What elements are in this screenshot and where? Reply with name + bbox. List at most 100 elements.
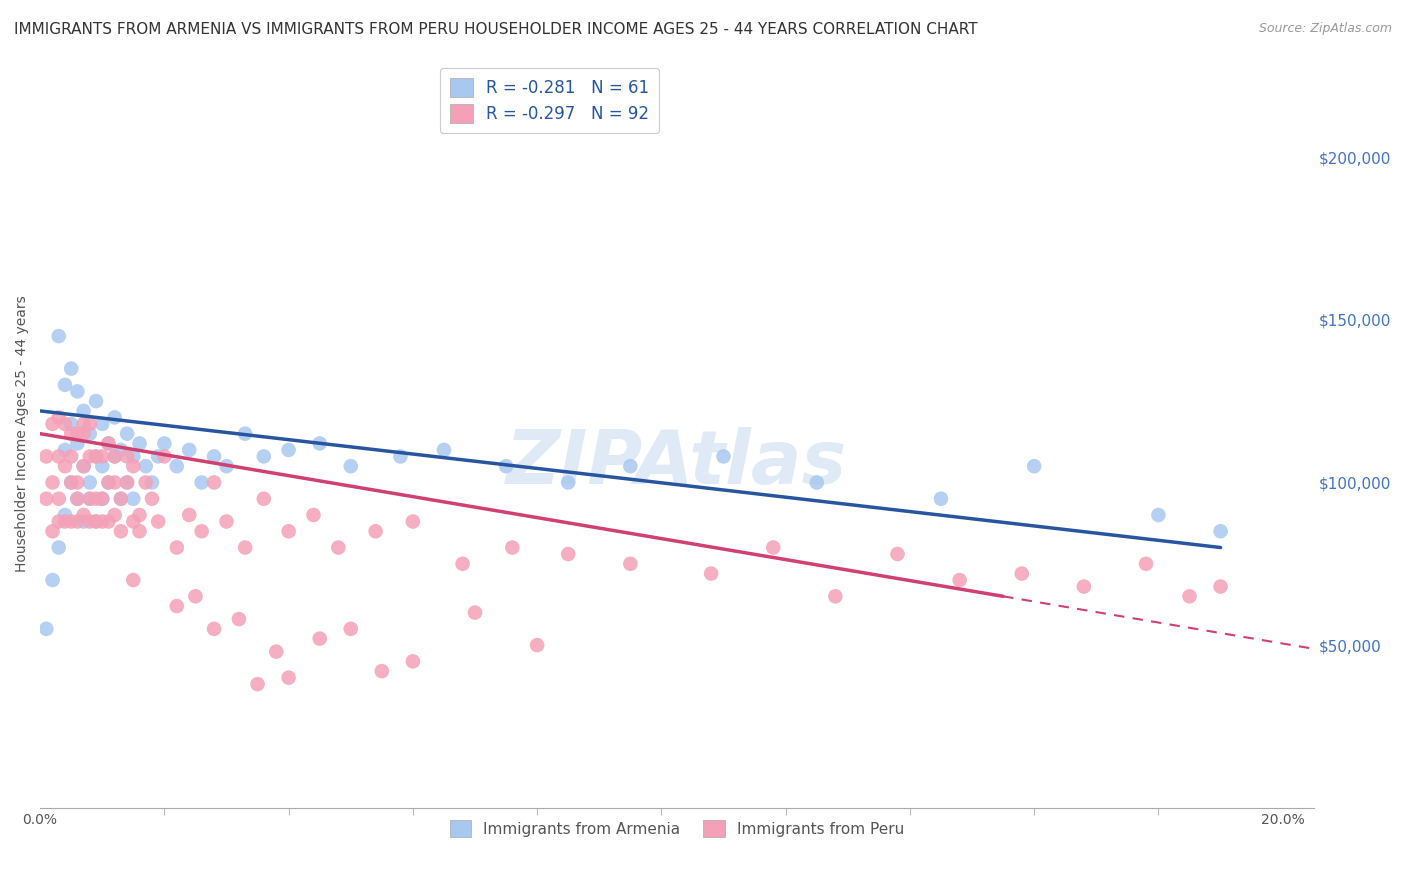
Point bbox=[84, 515, 107, 529]
Point bbox=[91, 491, 114, 506]
Point bbox=[66, 475, 89, 490]
Point bbox=[806, 475, 828, 490]
Point bbox=[104, 450, 127, 464]
Point bbox=[110, 442, 132, 457]
Point bbox=[110, 524, 132, 539]
Point bbox=[339, 622, 361, 636]
Point bbox=[141, 475, 163, 490]
Point bbox=[53, 515, 76, 529]
Point bbox=[215, 515, 238, 529]
Point bbox=[72, 508, 94, 522]
Text: IMMIGRANTS FROM ARMENIA VS IMMIGRANTS FROM PERU HOUSEHOLDER INCOME AGES 25 - 44 : IMMIGRANTS FROM ARMENIA VS IMMIGRANTS FR… bbox=[14, 22, 977, 37]
Point bbox=[84, 394, 107, 409]
Point bbox=[153, 450, 176, 464]
Point bbox=[79, 417, 101, 431]
Point bbox=[713, 450, 735, 464]
Point bbox=[97, 515, 120, 529]
Point bbox=[104, 450, 127, 464]
Point bbox=[60, 475, 83, 490]
Point bbox=[35, 491, 58, 506]
Point bbox=[929, 491, 952, 506]
Point bbox=[97, 475, 120, 490]
Point bbox=[91, 491, 114, 506]
Point bbox=[84, 491, 107, 506]
Point bbox=[97, 436, 120, 450]
Point bbox=[66, 491, 89, 506]
Point bbox=[53, 442, 76, 457]
Point bbox=[122, 450, 145, 464]
Point bbox=[72, 459, 94, 474]
Point bbox=[53, 377, 76, 392]
Point bbox=[104, 508, 127, 522]
Point bbox=[41, 417, 63, 431]
Point bbox=[41, 524, 63, 539]
Point bbox=[79, 491, 101, 506]
Point bbox=[66, 384, 89, 399]
Point bbox=[277, 442, 299, 457]
Point bbox=[41, 475, 63, 490]
Point bbox=[619, 557, 641, 571]
Point bbox=[48, 410, 70, 425]
Point bbox=[277, 671, 299, 685]
Point bbox=[122, 573, 145, 587]
Point bbox=[190, 524, 212, 539]
Point bbox=[122, 491, 145, 506]
Point bbox=[246, 677, 269, 691]
Point bbox=[79, 475, 101, 490]
Point bbox=[110, 491, 132, 506]
Point bbox=[72, 417, 94, 431]
Point bbox=[48, 541, 70, 555]
Point bbox=[308, 436, 330, 450]
Point bbox=[253, 491, 276, 506]
Point bbox=[72, 404, 94, 418]
Point bbox=[97, 475, 120, 490]
Point bbox=[886, 547, 908, 561]
Point bbox=[402, 515, 425, 529]
Point bbox=[48, 450, 70, 464]
Point bbox=[619, 459, 641, 474]
Point bbox=[41, 573, 63, 587]
Point bbox=[166, 459, 188, 474]
Point bbox=[72, 426, 94, 441]
Point bbox=[128, 524, 150, 539]
Point bbox=[264, 645, 287, 659]
Point bbox=[202, 450, 225, 464]
Point bbox=[233, 541, 256, 555]
Point bbox=[1135, 557, 1157, 571]
Point bbox=[79, 450, 101, 464]
Point bbox=[228, 612, 250, 626]
Point bbox=[48, 491, 70, 506]
Point bbox=[66, 426, 89, 441]
Point bbox=[389, 450, 412, 464]
Point bbox=[762, 541, 785, 555]
Text: ZIPAtlas: ZIPAtlas bbox=[506, 427, 848, 500]
Point bbox=[166, 599, 188, 613]
Point bbox=[104, 475, 127, 490]
Point bbox=[949, 573, 972, 587]
Point bbox=[495, 459, 517, 474]
Point bbox=[233, 426, 256, 441]
Point bbox=[371, 664, 394, 678]
Point bbox=[60, 450, 83, 464]
Point bbox=[48, 515, 70, 529]
Point bbox=[135, 459, 157, 474]
Point bbox=[97, 436, 120, 450]
Point bbox=[128, 508, 150, 522]
Point bbox=[72, 459, 94, 474]
Point bbox=[66, 436, 89, 450]
Point bbox=[557, 547, 579, 561]
Point bbox=[91, 515, 114, 529]
Point bbox=[79, 491, 101, 506]
Point bbox=[91, 417, 114, 431]
Point bbox=[179, 508, 201, 522]
Point bbox=[91, 450, 114, 464]
Point bbox=[128, 436, 150, 450]
Point bbox=[53, 417, 76, 431]
Point bbox=[526, 638, 548, 652]
Point bbox=[84, 450, 107, 464]
Point bbox=[451, 557, 474, 571]
Point bbox=[110, 491, 132, 506]
Point bbox=[66, 515, 89, 529]
Point bbox=[153, 436, 176, 450]
Point bbox=[253, 450, 276, 464]
